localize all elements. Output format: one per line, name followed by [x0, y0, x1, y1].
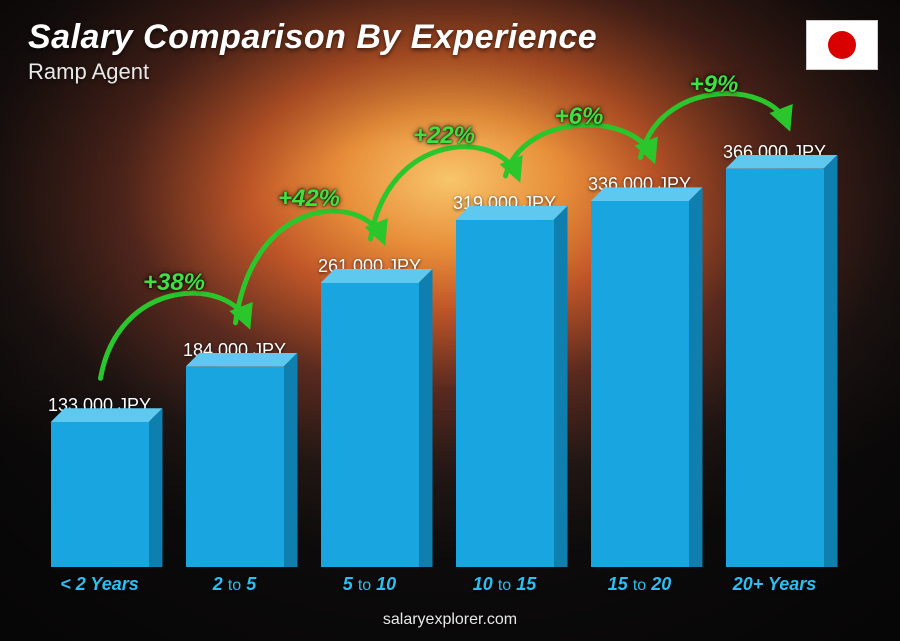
bar-side-face [419, 269, 433, 567]
footer-attribution: salaryexplorer.com [0, 611, 900, 629]
bar-group: 366,000 JPY [707, 110, 842, 567]
bar-group: 184,000 JPY [167, 110, 302, 567]
bar-front-face [456, 220, 554, 567]
bars-container: 133,000 JPY184,000 JPY261,000 JPY319,000… [32, 110, 842, 567]
bar-group: 261,000 JPY [302, 110, 437, 567]
bar-side-face [824, 155, 838, 567]
x-axis-category: < 2 Years [32, 574, 167, 595]
bar-group: 336,000 JPY [572, 110, 707, 567]
bar-side-face [284, 353, 298, 567]
growth-percent-label: +22% [413, 122, 475, 150]
x-axis-category: 2 to 5 [167, 574, 302, 595]
bar-chart: 133,000 JPY184,000 JPY261,000 JPY319,000… [32, 110, 842, 595]
bar-top-face [456, 206, 568, 220]
x-axis-labels: < 2 Years2 to 55 to 1010 to 1515 to 2020… [32, 574, 842, 595]
growth-percent-label: +42% [278, 185, 340, 213]
country-flag-japan [806, 20, 878, 70]
bar-top-face [51, 408, 163, 422]
bar-front-face [186, 367, 284, 567]
growth-percent-label: +6% [555, 103, 604, 131]
bar-front-face [726, 169, 824, 567]
x-axis-category: 10 to 15 [437, 574, 572, 595]
x-axis-category: 5 to 10 [302, 574, 437, 595]
bar-side-face [689, 187, 703, 567]
chart-subtitle: Ramp Agent [28, 59, 597, 85]
bar-side-face [554, 206, 568, 567]
bar [456, 220, 554, 567]
bar-group: 319,000 JPY [437, 110, 572, 567]
bar [321, 283, 419, 567]
chart-title: Salary Comparison By Experience [28, 18, 597, 57]
bar-front-face [591, 201, 689, 567]
x-axis-category: 20+ Years [707, 574, 842, 595]
bar-side-face [149, 408, 163, 567]
bar-group: 133,000 JPY [32, 110, 167, 567]
bar-front-face [51, 422, 149, 567]
bar-top-face [321, 269, 433, 283]
bar [186, 367, 284, 567]
bar-top-face [186, 353, 298, 367]
bar-top-face [726, 155, 838, 169]
bar-front-face [321, 283, 419, 567]
bar [51, 422, 149, 567]
title-block: Salary Comparison By Experience Ramp Age… [28, 18, 597, 85]
bar [726, 169, 824, 567]
growth-percent-label: +9% [690, 71, 739, 99]
bar [591, 201, 689, 567]
x-axis-category: 15 to 20 [572, 574, 707, 595]
flag-disc-icon [828, 31, 856, 59]
growth-percent-label: +38% [143, 269, 205, 297]
bar-top-face [591, 187, 703, 201]
